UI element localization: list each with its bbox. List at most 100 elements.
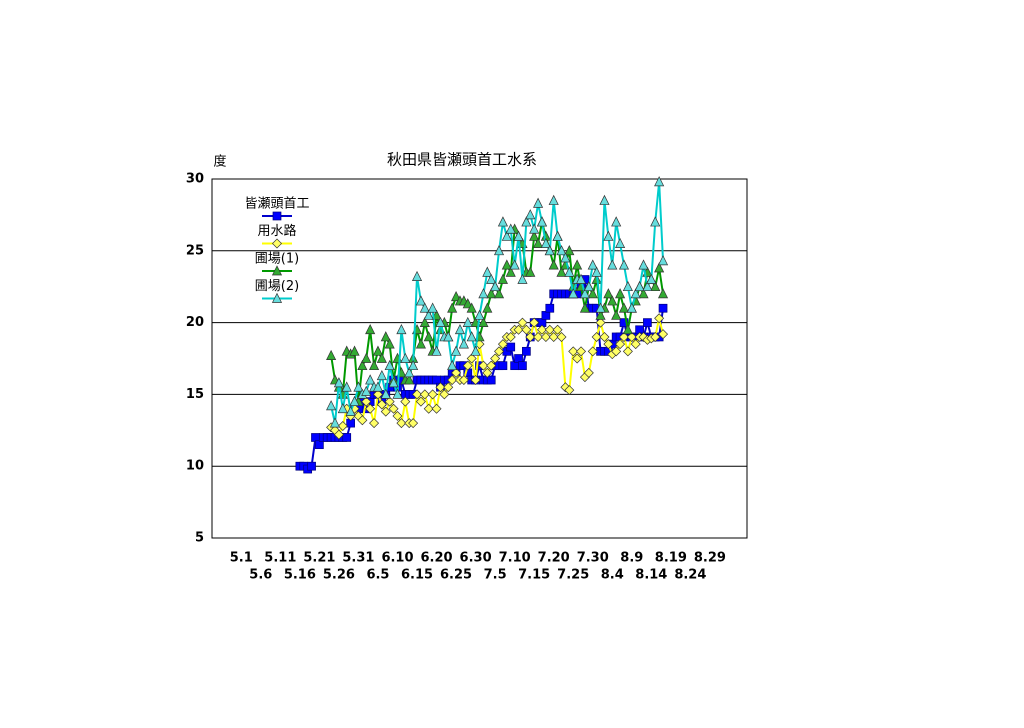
marker <box>587 259 598 270</box>
marker <box>544 245 555 256</box>
marker <box>311 433 320 442</box>
marker <box>650 216 661 227</box>
marker <box>376 352 387 363</box>
marker <box>548 194 559 205</box>
marker <box>603 288 614 299</box>
marker <box>349 345 360 356</box>
marker <box>345 405 356 416</box>
marker <box>568 288 579 299</box>
x-tick-label: 6.25 <box>440 568 472 583</box>
marker <box>419 389 430 400</box>
marker <box>431 403 442 414</box>
marker <box>556 331 567 342</box>
marker <box>638 259 649 270</box>
marker <box>388 377 399 388</box>
marker <box>579 288 591 299</box>
marker <box>333 429 344 440</box>
marker <box>564 385 575 396</box>
marker <box>462 316 473 327</box>
marker <box>272 211 282 221</box>
marker <box>509 259 520 270</box>
marker <box>454 323 466 335</box>
marker <box>540 237 551 248</box>
x-tick-label: 5.11 <box>264 551 296 566</box>
marker <box>412 389 423 400</box>
marker <box>619 318 629 327</box>
marker <box>513 230 524 241</box>
marker <box>556 266 567 277</box>
marker <box>392 388 403 399</box>
x-tick-label: 5.21 <box>303 551 335 566</box>
marker <box>470 375 481 386</box>
marker <box>415 338 426 349</box>
marker <box>400 396 411 407</box>
marker <box>384 396 395 407</box>
marker <box>607 295 618 306</box>
marker <box>419 316 430 327</box>
marker <box>271 292 283 303</box>
marker <box>654 313 665 324</box>
marker <box>392 410 403 421</box>
marker <box>493 245 505 256</box>
marker <box>642 280 653 292</box>
marker <box>529 230 540 241</box>
marker <box>337 402 348 414</box>
y-tick-label: 5 <box>195 531 204 546</box>
marker <box>583 367 594 378</box>
series-line <box>330 181 665 424</box>
marker <box>369 418 380 429</box>
marker <box>315 440 324 450</box>
marker <box>474 309 485 320</box>
marker <box>618 302 630 313</box>
x-tick-label: 5.26 <box>323 568 355 583</box>
marker <box>587 288 598 299</box>
marker <box>529 223 540 234</box>
marker <box>622 346 633 357</box>
chart-title: 秋田県皆瀬頭首工水系 <box>387 151 537 169</box>
marker <box>408 359 419 371</box>
marker <box>361 396 372 407</box>
marker <box>638 288 649 299</box>
marker <box>439 389 450 400</box>
marker <box>435 382 446 393</box>
marker <box>510 361 519 371</box>
y-tick-label: 25 <box>186 243 204 258</box>
marker <box>501 259 512 270</box>
marker <box>490 353 501 364</box>
marker <box>478 360 489 371</box>
marker <box>525 331 536 342</box>
marker <box>380 331 391 342</box>
x-tick-label: 7.15 <box>518 568 550 583</box>
marker <box>423 309 434 320</box>
marker <box>579 302 591 313</box>
marker <box>525 209 536 220</box>
marker <box>564 245 575 256</box>
marker <box>548 259 559 270</box>
marker <box>657 255 669 266</box>
marker <box>470 345 481 356</box>
marker <box>552 230 563 241</box>
x-tick-label: 5.31 <box>342 551 374 566</box>
marker <box>365 403 376 414</box>
marker <box>564 266 575 277</box>
marker <box>595 309 606 320</box>
marker <box>501 230 512 241</box>
marker <box>517 273 528 284</box>
marker <box>533 197 544 208</box>
legend-label: 用水路 <box>257 223 296 239</box>
marker <box>618 331 629 342</box>
marker <box>622 323 633 335</box>
x-tick-label: 8.19 <box>655 551 687 566</box>
marker <box>599 194 610 205</box>
marker <box>341 381 352 392</box>
marker <box>342 433 352 442</box>
marker <box>466 353 477 364</box>
marker <box>423 331 434 342</box>
marker <box>658 329 669 340</box>
x-tick-label: 8.9 <box>620 551 643 566</box>
marker <box>411 270 423 281</box>
marker <box>595 302 606 313</box>
marker <box>576 346 587 357</box>
marker <box>533 237 544 248</box>
y-axis-label: 度 <box>213 154 226 170</box>
